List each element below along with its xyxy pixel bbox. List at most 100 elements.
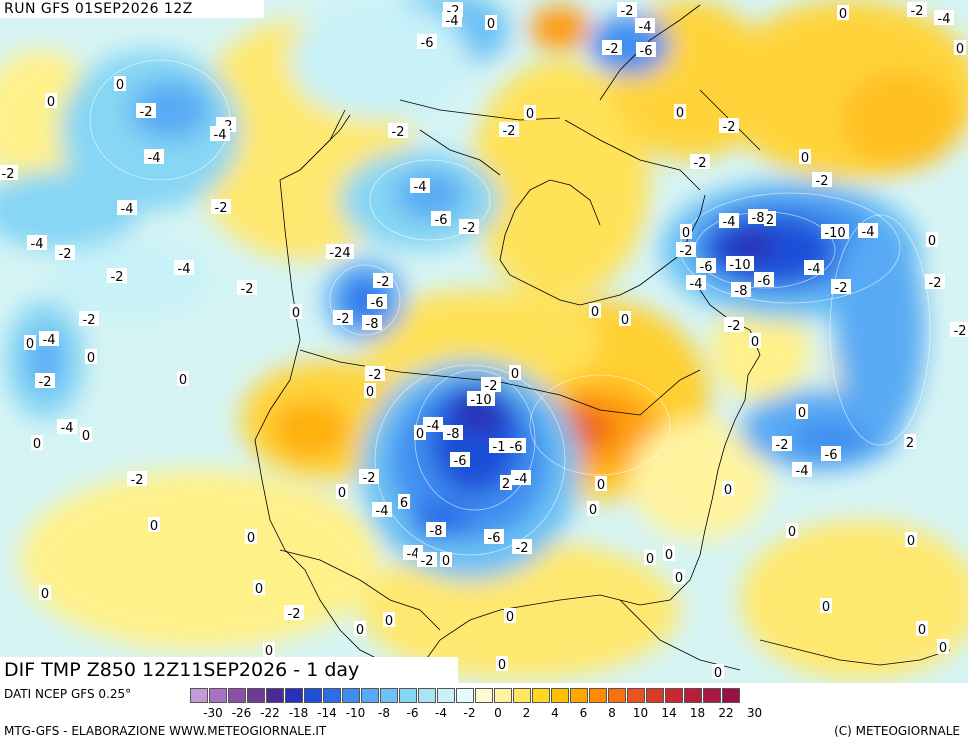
contour-label-text: -2 <box>377 275 390 290</box>
contour-label-text: -2 <box>39 375 52 390</box>
contour-label: -2 <box>602 40 622 57</box>
data-source-label: DATI NCEP GFS 0.25° <box>4 687 132 701</box>
contour-label-text: -4 <box>515 472 528 487</box>
contour-label-text: -6 <box>700 260 713 275</box>
contour-label-text: -4 <box>414 180 427 195</box>
contour-label-text: -6 <box>435 213 448 228</box>
contour-label: 0 <box>383 612 395 629</box>
contour-label-text: -2 <box>954 324 967 339</box>
scale-swatch <box>418 688 436 703</box>
scale-swatch <box>247 688 265 703</box>
contour-label-text: -4 <box>407 547 420 562</box>
contour-label-text: -2 <box>911 4 924 19</box>
contour-label: 0 <box>587 501 599 518</box>
scale-swatch <box>665 688 683 703</box>
contour-label-text: -2 <box>215 201 228 216</box>
scale-tick-label: -26 <box>231 706 252 720</box>
contour-label: -1 <box>489 438 509 455</box>
scale-swatch <box>456 688 474 703</box>
contour-label-text: -2 <box>392 125 405 140</box>
scale-swatch <box>589 688 607 703</box>
contour-label-text: 0 <box>798 406 806 421</box>
contour-label: -6 <box>431 211 451 228</box>
contour-label: -2 <box>388 123 408 140</box>
scale-swatch <box>684 688 702 703</box>
credit-left: MTG-GFS - ELABORAZIONE WWW.METEOGIORNALE… <box>4 724 327 738</box>
contour-label: -2 <box>365 366 385 383</box>
scale-tick-label: -6 <box>406 706 419 720</box>
contour-label-text: 0 <box>511 367 519 382</box>
scale-swatch <box>475 688 493 703</box>
contour-label: -2 <box>481 377 501 394</box>
contour-label-text: -2 <box>337 312 350 327</box>
contour-label: 0 <box>916 621 928 638</box>
contour-label-text: -2 <box>694 156 707 171</box>
contour-label: 0 <box>680 224 692 241</box>
contour-label: 0 <box>485 15 497 32</box>
contour-label-text: -2 <box>776 438 789 453</box>
contour-label: -2 <box>35 373 55 390</box>
contour-label-text: 0 <box>47 95 55 110</box>
contour-label: -2 <box>925 274 945 291</box>
contour-label: 0 <box>820 598 832 615</box>
scale-swatch <box>722 688 740 703</box>
contour-label: 0 <box>937 639 949 656</box>
color-scale-ticks: -30 -26 -22 -18 -14 -10 -8 -6 -4 -2 0 2 4 6 8 10 14 18 22 3… <box>190 706 968 722</box>
contour-label-text: -4 <box>376 504 389 519</box>
contour-label-text: -2 <box>288 607 301 622</box>
contour-label-text: -4 <box>446 14 459 29</box>
scale-tick-label: -30 <box>203 706 223 720</box>
contour-label: 0 <box>619 311 631 328</box>
contour-label: -2 <box>127 471 147 488</box>
scale-swatch <box>551 688 569 703</box>
scale-swatch <box>494 688 512 703</box>
scale-tick-label: 4 <box>551 706 559 720</box>
contour-label-text: -1 <box>493 440 506 455</box>
contour-label-text: 0 <box>597 478 605 493</box>
contour-label-text: -10 <box>824 226 845 241</box>
contour-label: 0 <box>722 481 734 498</box>
contour-label-text: -8 <box>447 427 460 442</box>
contour-label: -4 <box>210 126 230 143</box>
contour-label: -2 <box>950 322 968 339</box>
contour-label-text: -2 <box>680 244 693 259</box>
contour-label: 0 <box>354 621 366 638</box>
contour-label-text: -4 <box>639 20 652 35</box>
contour-label-text: 0 <box>41 587 49 602</box>
contour-label-text: 0 <box>26 337 34 352</box>
contour-label: -2 <box>617 2 637 19</box>
contour-label: -6 <box>821 446 841 463</box>
contour-label-text: 0 <box>801 151 809 166</box>
contour-label-text: -10 <box>729 258 750 273</box>
contour-label: 0 <box>245 529 257 546</box>
contour-label: -2 <box>719 118 739 135</box>
contour-label: 0 <box>799 149 811 166</box>
scale-tick-label: 0 <box>494 706 502 720</box>
contour-label: 6 <box>398 494 410 511</box>
contour-label-text: -2 <box>363 471 376 486</box>
contour-label-text: -2 <box>606 42 619 57</box>
contour-label-text: 0 <box>675 571 683 586</box>
contour-label: 2 <box>764 211 776 228</box>
contour-label-text: 0 <box>338 486 346 501</box>
contour-label: 0 <box>524 105 536 122</box>
contour-label-text: -2 <box>503 124 516 139</box>
contour-label: 0 <box>414 425 426 442</box>
contour-label: -2 <box>333 310 353 327</box>
contour-label-text: -2 <box>111 270 124 285</box>
scale-swatch <box>361 688 379 703</box>
contour-label: -4 <box>57 419 77 436</box>
contour-label: 0 <box>509 365 521 382</box>
contour-label-text: -2 <box>835 281 848 296</box>
contour-label: 0 <box>39 585 51 602</box>
contour-label-text: -6 <box>371 296 384 311</box>
contour-label-text: -2 <box>463 221 476 236</box>
contour-label-text: -4 <box>938 12 951 27</box>
contour-label: -4 <box>511 470 531 487</box>
scale-swatch <box>266 688 284 703</box>
scale-tick-label: 2 <box>522 706 531 720</box>
contour-label: -4 <box>442 12 462 29</box>
contour-label: -2 <box>359 469 379 486</box>
contour-label-text: -6 <box>510 440 523 455</box>
contour-label: -4 <box>635 18 655 35</box>
